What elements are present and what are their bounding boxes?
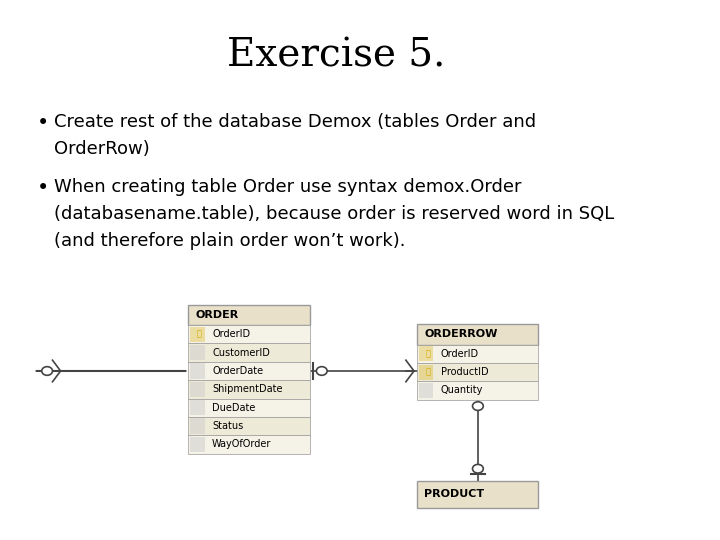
Text: ORDER: ORDER	[195, 310, 238, 320]
Text: OrderID: OrderID	[212, 329, 250, 339]
Text: ProductID: ProductID	[441, 367, 488, 377]
Bar	[190, 400, 204, 415]
Text: When creating table Order use syntax demox.Order: When creating table Order use syntax dem…	[54, 178, 521, 196]
Bar	[189, 399, 310, 417]
Bar	[418, 345, 539, 363]
Bar	[418, 381, 539, 400]
Text: OrderID: OrderID	[441, 349, 479, 359]
Text: 🔑: 🔑	[426, 349, 431, 358]
Bar	[189, 305, 310, 325]
Text: (and therefore plain order won’t work).: (and therefore plain order won’t work).	[54, 232, 405, 250]
Text: OrderRow): OrderRow)	[54, 140, 150, 158]
Text: CustomerID: CustomerID	[212, 348, 270, 357]
Bar	[190, 437, 204, 452]
Circle shape	[472, 402, 483, 410]
Bar	[418, 364, 433, 380]
Bar	[418, 383, 433, 398]
Bar	[189, 343, 310, 362]
Text: •: •	[37, 178, 49, 198]
Bar	[418, 324, 539, 345]
Bar	[189, 380, 310, 399]
Text: Create rest of the database Demox (tables Order and: Create rest of the database Demox (table…	[54, 113, 536, 131]
Text: •: •	[37, 113, 49, 133]
Text: 🔑: 🔑	[426, 368, 431, 376]
Text: PRODUCT: PRODUCT	[424, 489, 484, 499]
Bar	[190, 327, 204, 342]
Bar	[190, 345, 204, 360]
Text: ShipmentDate: ShipmentDate	[212, 384, 282, 394]
Bar	[418, 481, 539, 508]
Text: Status: Status	[212, 421, 243, 431]
Bar	[190, 363, 204, 379]
Circle shape	[472, 464, 483, 473]
Bar	[189, 435, 310, 454]
Text: Exercise 5.: Exercise 5.	[228, 38, 446, 75]
Bar	[418, 363, 539, 381]
Text: WayOfOrder: WayOfOrder	[212, 440, 271, 449]
Text: Quantity: Quantity	[441, 386, 483, 395]
Text: 🔑: 🔑	[197, 330, 202, 339]
Bar	[190, 418, 204, 434]
Circle shape	[316, 367, 327, 375]
Text: OrderDate: OrderDate	[212, 366, 263, 376]
Bar	[189, 417, 310, 435]
Text: (databasename.table), because order is reserved word in SQL: (databasename.table), because order is r…	[54, 205, 614, 223]
Bar	[189, 325, 310, 343]
Text: DueDate: DueDate	[212, 403, 256, 413]
Bar	[190, 382, 204, 397]
Text: ORDERROW: ORDERROW	[424, 329, 498, 339]
Bar	[189, 362, 310, 380]
Bar	[418, 346, 433, 361]
Circle shape	[42, 367, 53, 375]
